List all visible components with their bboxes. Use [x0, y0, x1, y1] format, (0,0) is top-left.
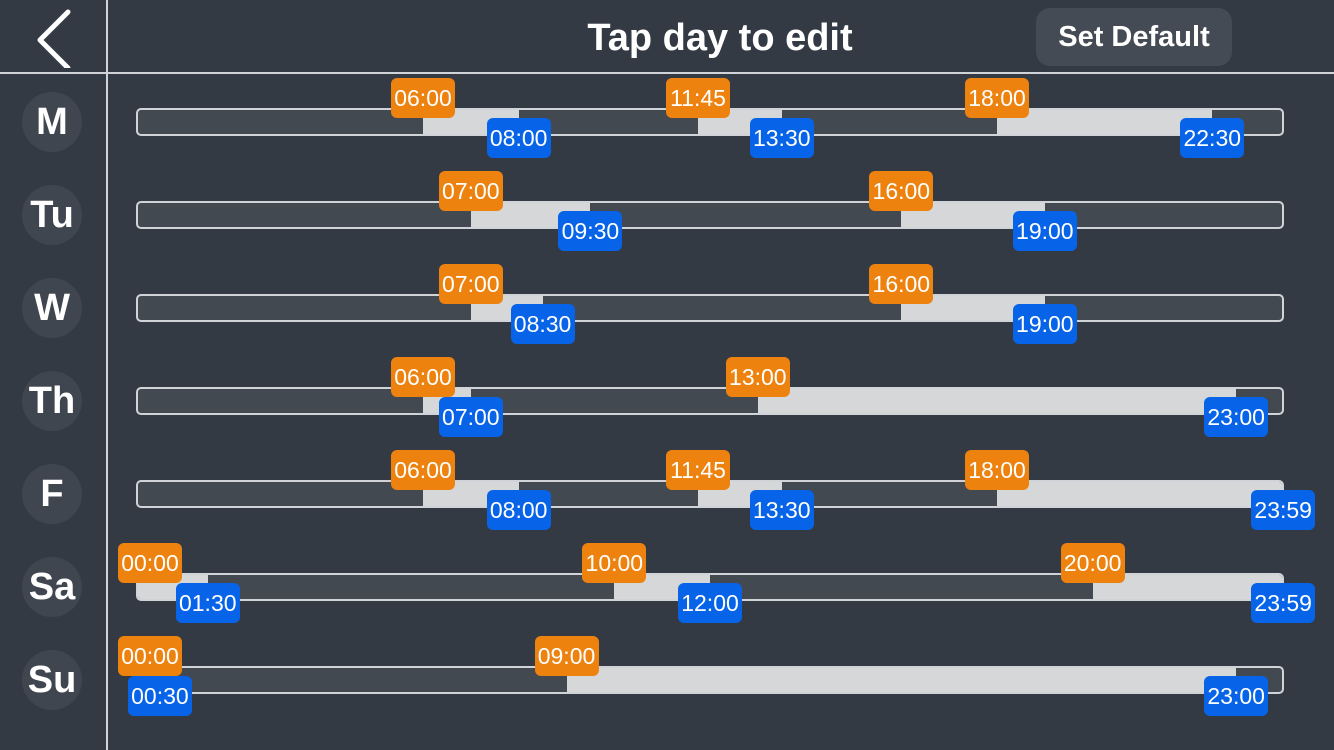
- period-start-tag[interactable]: 16:00: [869, 264, 934, 304]
- back-button[interactable]: [0, 0, 108, 72]
- period-end-tag[interactable]: 08:00: [486, 490, 551, 530]
- day-track[interactable]: [136, 201, 1284, 229]
- period-end-tag[interactable]: 13:30: [749, 490, 814, 530]
- period-end-tag[interactable]: 19:00: [1012, 304, 1077, 344]
- day-button[interactable]: M: [22, 92, 82, 152]
- period-end-tag[interactable]: 23:59: [1251, 583, 1316, 623]
- period-end-tag[interactable]: 12:00: [678, 583, 742, 623]
- day-button[interactable]: W: [22, 278, 82, 338]
- day-button[interactable]: Sa: [22, 557, 82, 617]
- period-start-tag[interactable]: 11:45: [666, 450, 731, 490]
- period-end-tag[interactable]: 22:30: [1180, 118, 1245, 158]
- period-start-tag[interactable]: 00:00: [118, 636, 182, 676]
- period-end-tag[interactable]: 09:30: [558, 211, 623, 251]
- day-button[interactable]: Su: [22, 650, 82, 710]
- day-sidebar: M Tu W Th F Sa Su: [0, 74, 108, 750]
- period-start-tag[interactable]: 18:00: [965, 450, 1029, 490]
- period-start-tag[interactable]: 07:00: [438, 171, 503, 211]
- period-end-tag[interactable]: 23:59: [1251, 490, 1316, 530]
- page-title: Tap day to edit: [587, 17, 853, 59]
- active-period: [997, 482, 1282, 506]
- set-default-button[interactable]: Set Default: [1036, 8, 1232, 66]
- active-period: [566, 668, 1237, 692]
- period-start-tag[interactable]: 13:00: [725, 357, 790, 397]
- period-start-tag[interactable]: 11:45: [666, 78, 731, 118]
- period-end-tag[interactable]: 00:30: [127, 676, 192, 716]
- period-start-tag[interactable]: 10:00: [582, 543, 647, 583]
- day-button[interactable]: Th: [22, 371, 82, 431]
- period-start-tag[interactable]: 07:00: [438, 264, 503, 304]
- day-track[interactable]: [136, 294, 1284, 322]
- period-end-tag[interactable]: 23:00: [1204, 397, 1269, 437]
- day-button[interactable]: F: [22, 464, 82, 524]
- period-end-tag[interactable]: 19:00: [1012, 211, 1077, 251]
- chevron-left-icon: [37, 9, 71, 68]
- period-start-tag[interactable]: 20:00: [1060, 543, 1125, 583]
- period-start-tag[interactable]: 00:00: [118, 543, 182, 583]
- period-start-tag[interactable]: 06:00: [391, 357, 455, 397]
- period-end-tag[interactable]: 07:00: [438, 397, 503, 437]
- period-end-tag[interactable]: 23:00: [1204, 676, 1269, 716]
- day-button[interactable]: Tu: [22, 185, 82, 245]
- period-end-tag[interactable]: 13:30: [749, 118, 814, 158]
- header-bar: Tap day to edit Set Default: [0, 0, 1334, 74]
- active-period: [757, 389, 1237, 413]
- period-end-tag[interactable]: 08:30: [510, 304, 575, 344]
- period-start-tag[interactable]: 18:00: [965, 78, 1029, 118]
- day-track[interactable]: [136, 387, 1284, 415]
- day-track[interactable]: [136, 666, 1284, 694]
- active-period: [997, 110, 1213, 134]
- period-start-tag[interactable]: 06:00: [391, 450, 455, 490]
- period-start-tag[interactable]: 06:00: [391, 78, 455, 118]
- period-end-tag[interactable]: 08:00: [486, 118, 551, 158]
- period-end-tag[interactable]: 01:30: [175, 583, 240, 623]
- period-start-tag[interactable]: 09:00: [534, 636, 599, 676]
- period-start-tag[interactable]: 16:00: [869, 171, 934, 211]
